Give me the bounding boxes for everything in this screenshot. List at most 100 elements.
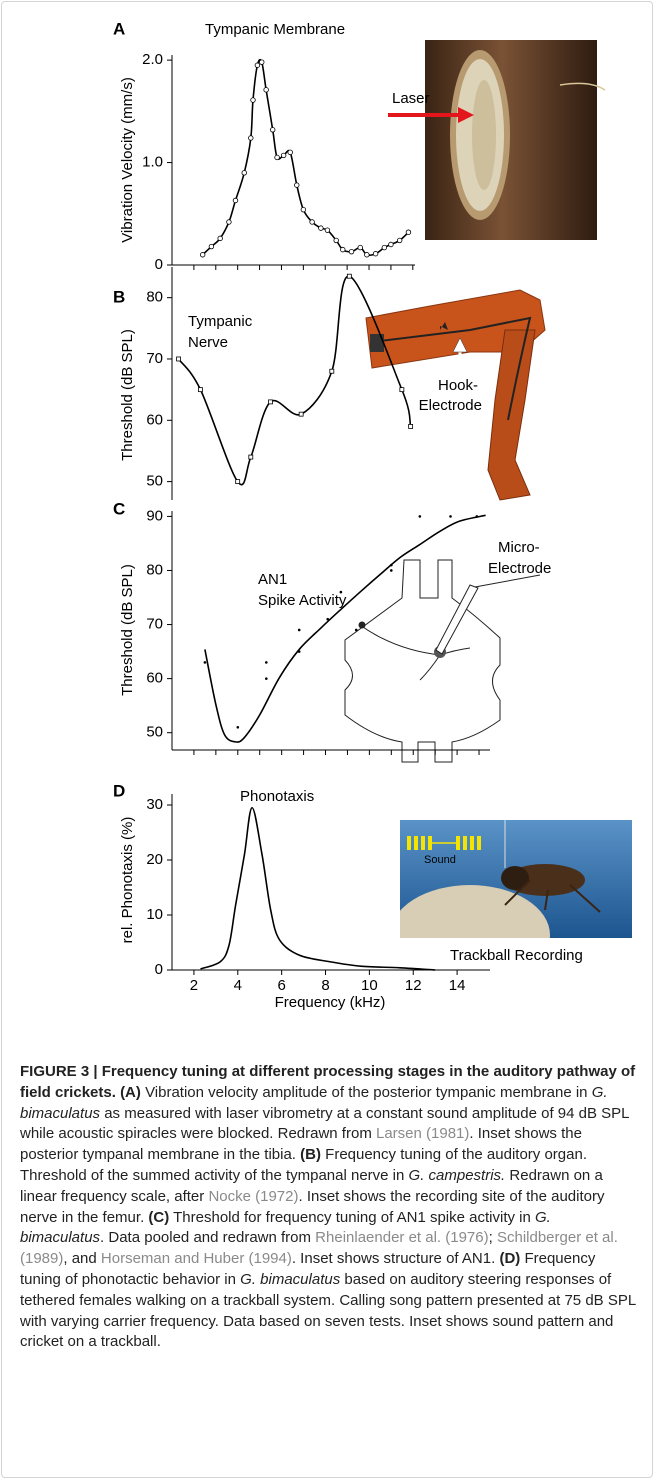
- panel-label: A: [113, 19, 125, 38]
- data-point: [275, 155, 280, 160]
- caption-text: Threshold for frequency tuning of AN1 sp…: [173, 1209, 531, 1226]
- data-point: [198, 388, 202, 392]
- data-point: [373, 251, 378, 256]
- x-tick-label: 8: [321, 977, 329, 994]
- data-point: [259, 60, 264, 65]
- y-axis-label: Threshold (dB SPL): [119, 564, 136, 696]
- data-point: [347, 274, 351, 278]
- annotation: Electrode: [488, 560, 551, 577]
- caption-text: Vibration velocity amplitude of the post…: [145, 1084, 587, 1101]
- data-point: [299, 412, 303, 416]
- x-axis-label: Frequency (kHz): [275, 994, 386, 1011]
- data-point: [419, 515, 422, 518]
- y-tick-label: 60: [146, 670, 163, 687]
- caption-reference[interactable]: Rheinlaender et al. (1976): [315, 1229, 488, 1246]
- x-tick-label: 12: [405, 977, 422, 994]
- data-line: [179, 276, 411, 485]
- panel-title: Phonotaxis: [240, 788, 314, 805]
- data-point: [358, 245, 363, 250]
- caption-species: G. campestris.: [409, 1167, 506, 1184]
- page: Laser Hook- Electrode Micro- Electrode S…: [0, 0, 654, 1479]
- annotation: Trackball Recording: [450, 947, 583, 964]
- data-point: [400, 388, 404, 392]
- data-point: [281, 153, 286, 158]
- x-tick-label: 10: [361, 977, 378, 994]
- data-point: [365, 252, 370, 257]
- y-tick-label: 90: [146, 507, 163, 524]
- caption-reference[interactable]: Horseman and Huber (1994): [101, 1250, 292, 1267]
- data-point: [294, 183, 299, 188]
- panel-title: Nerve: [188, 334, 228, 351]
- data-point: [227, 220, 232, 225]
- data-point: [177, 357, 181, 361]
- y-tick-label: 0: [155, 256, 163, 273]
- data-point: [269, 400, 273, 404]
- y-axis-label: Vibration Velocity (mm/s): [119, 77, 136, 243]
- y-tick-label: 50: [146, 724, 163, 741]
- inset-leg-photo: [366, 290, 545, 500]
- data-point: [204, 661, 207, 664]
- data-point: [251, 98, 256, 103]
- caption-species: G. bimaculatus: [240, 1271, 340, 1288]
- data-point: [334, 238, 339, 243]
- data-point: [390, 569, 393, 572]
- data-point: [310, 220, 315, 225]
- caption-part: (C): [148, 1209, 169, 1226]
- caption-part: (B): [300, 1146, 321, 1163]
- data-point: [264, 88, 269, 93]
- data-point: [288, 150, 293, 155]
- x-tick-label: 2: [190, 977, 198, 994]
- panel-title: Tympanic: [188, 313, 253, 330]
- x-tick-label: 14: [449, 977, 466, 994]
- y-tick-label: 60: [146, 411, 163, 428]
- data-point: [349, 249, 354, 254]
- data-point: [389, 242, 394, 247]
- annotation: Hook-: [438, 377, 478, 394]
- data-point: [340, 247, 345, 252]
- figure-caption: FIGURE 3 | Frequency tuning at different…: [20, 1062, 636, 1353]
- y-tick-label: 0: [155, 961, 163, 978]
- panel-title: Spike Activity: [258, 592, 347, 609]
- caption-text: . Inset shows structure of AN1.: [292, 1250, 495, 1267]
- annotation: Micro-: [498, 539, 540, 556]
- caption-part: (A): [120, 1084, 141, 1101]
- panel-title: Tympanic Membrane: [205, 21, 345, 38]
- y-tick-label: 20: [146, 851, 163, 868]
- data-point: [209, 244, 214, 249]
- annotation: Laser: [392, 90, 430, 107]
- y-axis-label: Threshold (dB SPL): [119, 329, 136, 461]
- data-point: [233, 198, 238, 203]
- y-tick-label: 50: [146, 473, 163, 490]
- data-point: [319, 226, 324, 231]
- data-point: [236, 726, 239, 729]
- annotation: Sound: [424, 854, 456, 866]
- x-tick-label: 6: [277, 977, 285, 994]
- data-point: [200, 252, 205, 257]
- caption-text: ;: [489, 1229, 493, 1246]
- panel-label: B: [113, 287, 125, 306]
- caption-reference[interactable]: Larsen (1981): [376, 1125, 469, 1142]
- y-tick-label: 10: [146, 906, 163, 923]
- data-point: [449, 515, 452, 518]
- data-point: [249, 455, 253, 459]
- y-axis-label: rel. Phonotaxis (%): [119, 817, 136, 944]
- data-point: [355, 629, 358, 632]
- panel-label: C: [113, 499, 125, 518]
- data-line: [201, 808, 436, 970]
- caption-reference[interactable]: Nocke (1972): [208, 1188, 298, 1205]
- data-point: [236, 480, 240, 484]
- data-point: [242, 171, 247, 176]
- y-tick-label: 1.0: [142, 154, 163, 171]
- y-tick-label: 70: [146, 616, 163, 633]
- data-point: [382, 245, 387, 250]
- data-point: [301, 207, 306, 212]
- x-tick-label: 4: [234, 977, 242, 994]
- data-point: [265, 677, 268, 680]
- data-point: [397, 238, 402, 243]
- data-point: [406, 230, 411, 235]
- annotation: Electrode: [419, 397, 482, 414]
- caption-text: . Data pooled and redrawn from: [100, 1229, 311, 1246]
- data-point: [325, 228, 330, 233]
- data-point: [255, 63, 260, 68]
- data-point: [265, 661, 268, 664]
